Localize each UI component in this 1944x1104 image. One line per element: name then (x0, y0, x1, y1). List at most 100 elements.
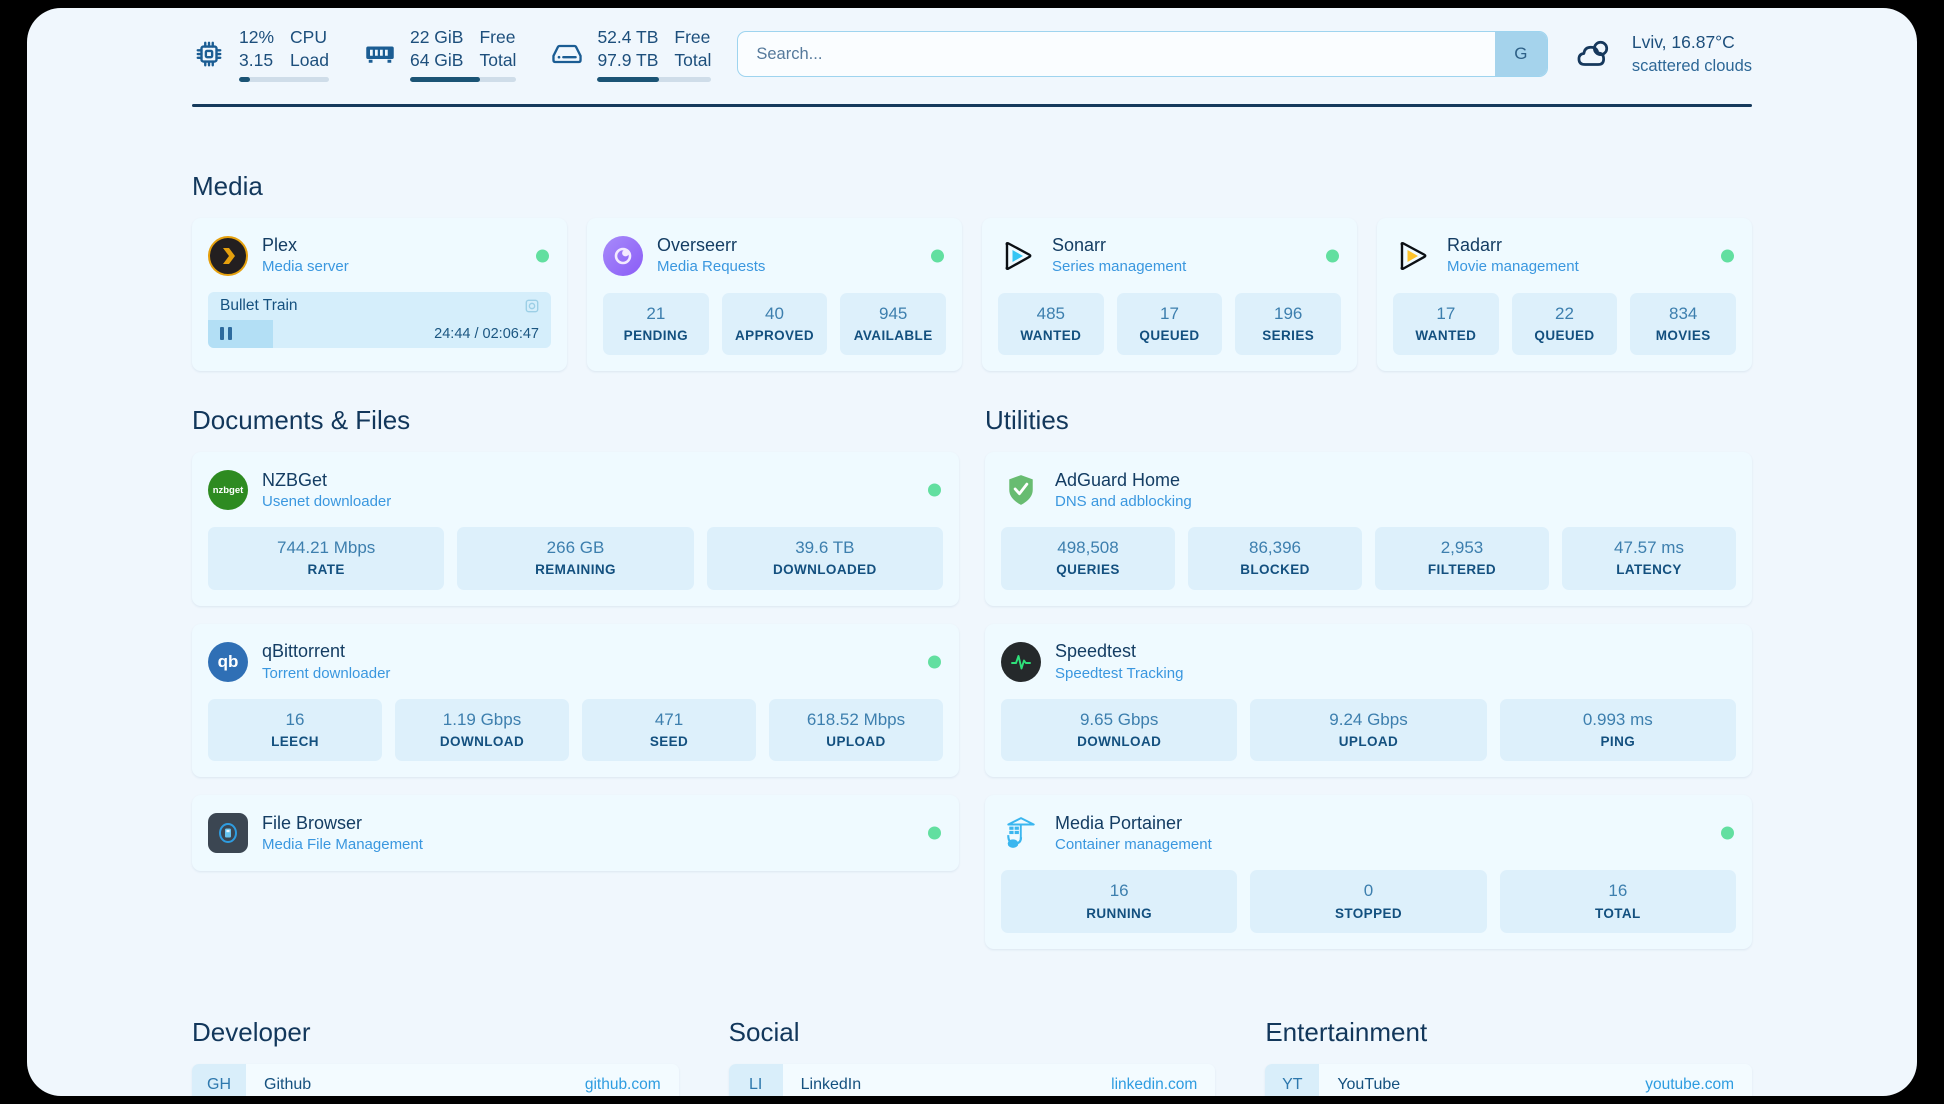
hard-drive-icon (550, 37, 584, 71)
search-input[interactable] (738, 32, 1495, 76)
search-bar[interactable]: G (737, 31, 1548, 77)
stat-label: TOTAL (1594, 905, 1641, 921)
service-subtitle: Speedtest Tracking (1055, 664, 1184, 682)
service-card-radarr[interactable]: Radarr Movie management 17 WANTED 22 QUE… (1377, 217, 1752, 372)
section-media: Media Plex Media server (192, 171, 1752, 372)
bookmarks-area: Developer GH Github github.com SO StackO… (192, 1017, 1752, 1096)
section-documents: Documents & Files nzbget NZBGet Usenet d… (192, 405, 959, 949)
stat-label: QUEUED (1139, 327, 1200, 343)
memory-total-label: Total (479, 49, 517, 70)
bookmark-item-youtube[interactable]: YT YouTube youtube.com (1265, 1064, 1752, 1096)
system-stat-cpu: 12% 3.15 CPU Load (192, 26, 329, 82)
service-card-plex[interactable]: Plex Media server Bullet Train (192, 217, 567, 372)
service-subtitle: Media Requests (657, 258, 766, 276)
stat-tile: 945 AVAILABLE (840, 292, 947, 356)
service-card-overseerr[interactable]: Overseerr Media Requests 21 PENDING 40 A… (587, 217, 962, 372)
stat-tile: 47.57 ms LATENCY (1562, 527, 1736, 590)
status-badge-online (1326, 249, 1339, 262)
bookmark-item-linkedin[interactable]: LI LinkedIn linkedin.com (728, 1064, 1216, 1096)
stat-tile: 0 STOPPED (1250, 870, 1487, 934)
stat-label: BLOCKED (1240, 562, 1310, 578)
qbittorrent-icon: qb (208, 641, 248, 682)
disk-usage-bar (597, 76, 712, 82)
bookmark-group-entertainment: Entertainment YT YouTube youtube.com NF … (1265, 1017, 1752, 1096)
stat-tile: 16 LEECH (208, 698, 382, 762)
bookmark-item-github[interactable]: GH Github github.com (192, 1064, 679, 1096)
memory-usage-bar (409, 76, 517, 82)
service-name: qBittorrent (262, 641, 346, 662)
service-name: File Browser (262, 812, 363, 833)
service-card-adguard-home[interactable]: AdGuard Home DNS and adblocking 498,508 … (985, 452, 1752, 606)
stat-tile: 485 WANTED (998, 292, 1104, 356)
stat-label: LATENCY (1616, 562, 1682, 578)
overseerr-icon (603, 235, 643, 276)
bookmark-label: YouTube (1337, 1076, 1401, 1094)
service-card-media-portainer[interactable]: Media Portainer Container management 16 … (985, 795, 1752, 950)
stat-value: 618.52 Mbps (806, 709, 906, 729)
stat-label: RATE (307, 562, 345, 578)
sonarr-icon (998, 236, 1038, 276)
stat-value: 1.19 Gbps (442, 709, 522, 729)
service-subtitle: Series management (1052, 258, 1187, 276)
stat-label: DOWNLOADED (772, 562, 877, 578)
service-card-file-browser[interactable]: File Browser Media File Management (192, 795, 959, 872)
bookmark-url: linkedin.com (1111, 1076, 1198, 1094)
stat-value: 744.21 Mbps (277, 538, 376, 558)
now-playing-progress[interactable]: 24:44 / 02:06:47 (208, 319, 551, 348)
cpu-load-label: Load (290, 49, 329, 70)
bookmark-abbr: GH (192, 1064, 246, 1096)
stat-value: 17 (1436, 303, 1456, 323)
section-title-utilities: Utilities (985, 405, 1069, 436)
stat-value: 40 (765, 303, 784, 323)
plex-icon (208, 235, 248, 276)
service-subtitle: Torrent downloader (262, 664, 391, 682)
section-utilities: Utilities AdGuard Home (985, 405, 1752, 950)
bookmark-url: youtube.com (1645, 1076, 1734, 1094)
weather-condition: scattered clouds (1631, 56, 1752, 75)
system-stat-disk: 52.4 TB 97.9 TB Free Total (550, 26, 712, 82)
service-card-speedtest[interactable]: Speedtest Speedtest Tracking 9.65 Gbps D… (985, 623, 1752, 778)
stat-value: 471 (654, 709, 684, 729)
stat-value: 16 (285, 709, 305, 729)
service-subtitle: Media server (262, 258, 349, 276)
service-card-nzbget[interactable]: nzbget NZBGet Usenet downloader 744.21 M… (192, 452, 959, 606)
service-name: Sonarr (1052, 235, 1107, 256)
service-name: AdGuard Home (1055, 469, 1181, 490)
portainer-icon (1001, 813, 1041, 853)
stat-tile: 266 GB REMAINING (457, 527, 694, 590)
stat-value: 39.6 TB (795, 538, 855, 558)
bookmark-group-developer: Developer GH Github github.com SO StackO… (192, 1017, 679, 1096)
stat-tile: 17 WANTED (1393, 292, 1499, 356)
stat-tile: 40 APPROVED (721, 292, 828, 356)
stat-label: STOPPED (1334, 905, 1403, 921)
status-badge-online (928, 483, 941, 497)
cpu-usage-label: CPU (290, 27, 327, 48)
stat-value: 196 (1273, 303, 1303, 323)
top-bar: 12% 3.15 CPU Load (192, 8, 1752, 100)
stat-value: 16 (1608, 881, 1628, 901)
search-submit-button[interactable]: G (1494, 32, 1547, 76)
pause-button[interactable] (208, 327, 232, 340)
cpu-usage-bar (239, 76, 329, 82)
dashboard-window: 12% 3.15 CPU Load (27, 8, 1917, 1096)
cloud-icon (1574, 37, 1616, 71)
stat-value: 9.24 Gbps (1329, 709, 1408, 729)
service-card-sonarr[interactable]: Sonarr Series management 485 WANTED 17 Q… (982, 217, 1357, 372)
stat-value: 945 (878, 303, 908, 323)
stat-label: LEECH (271, 733, 319, 749)
stat-tile: 471 SEED (582, 698, 756, 762)
service-card-qbittorrent[interactable]: qb qBittorrent Torrent downloader 16 (192, 623, 959, 778)
disk-free-label: Free (674, 27, 711, 48)
memory-free-label: Free (479, 27, 516, 48)
stat-value: 266 GB (546, 538, 605, 558)
system-stats-group: 12% 3.15 CPU Load (192, 26, 712, 82)
bookmark-group-title: Developer (192, 1017, 311, 1048)
service-subtitle: Media File Management (262, 836, 423, 854)
disk-free-value: 52.4 TB (597, 27, 659, 48)
stat-tile: 16 RUNNING (1001, 870, 1238, 934)
status-badge-online (1721, 249, 1734, 262)
memory-total-value: 64 GiB (409, 49, 464, 70)
service-name: Overseerr (657, 235, 738, 256)
stat-label: REMAINING (535, 562, 616, 578)
screen-settings-icon[interactable] (525, 299, 539, 313)
